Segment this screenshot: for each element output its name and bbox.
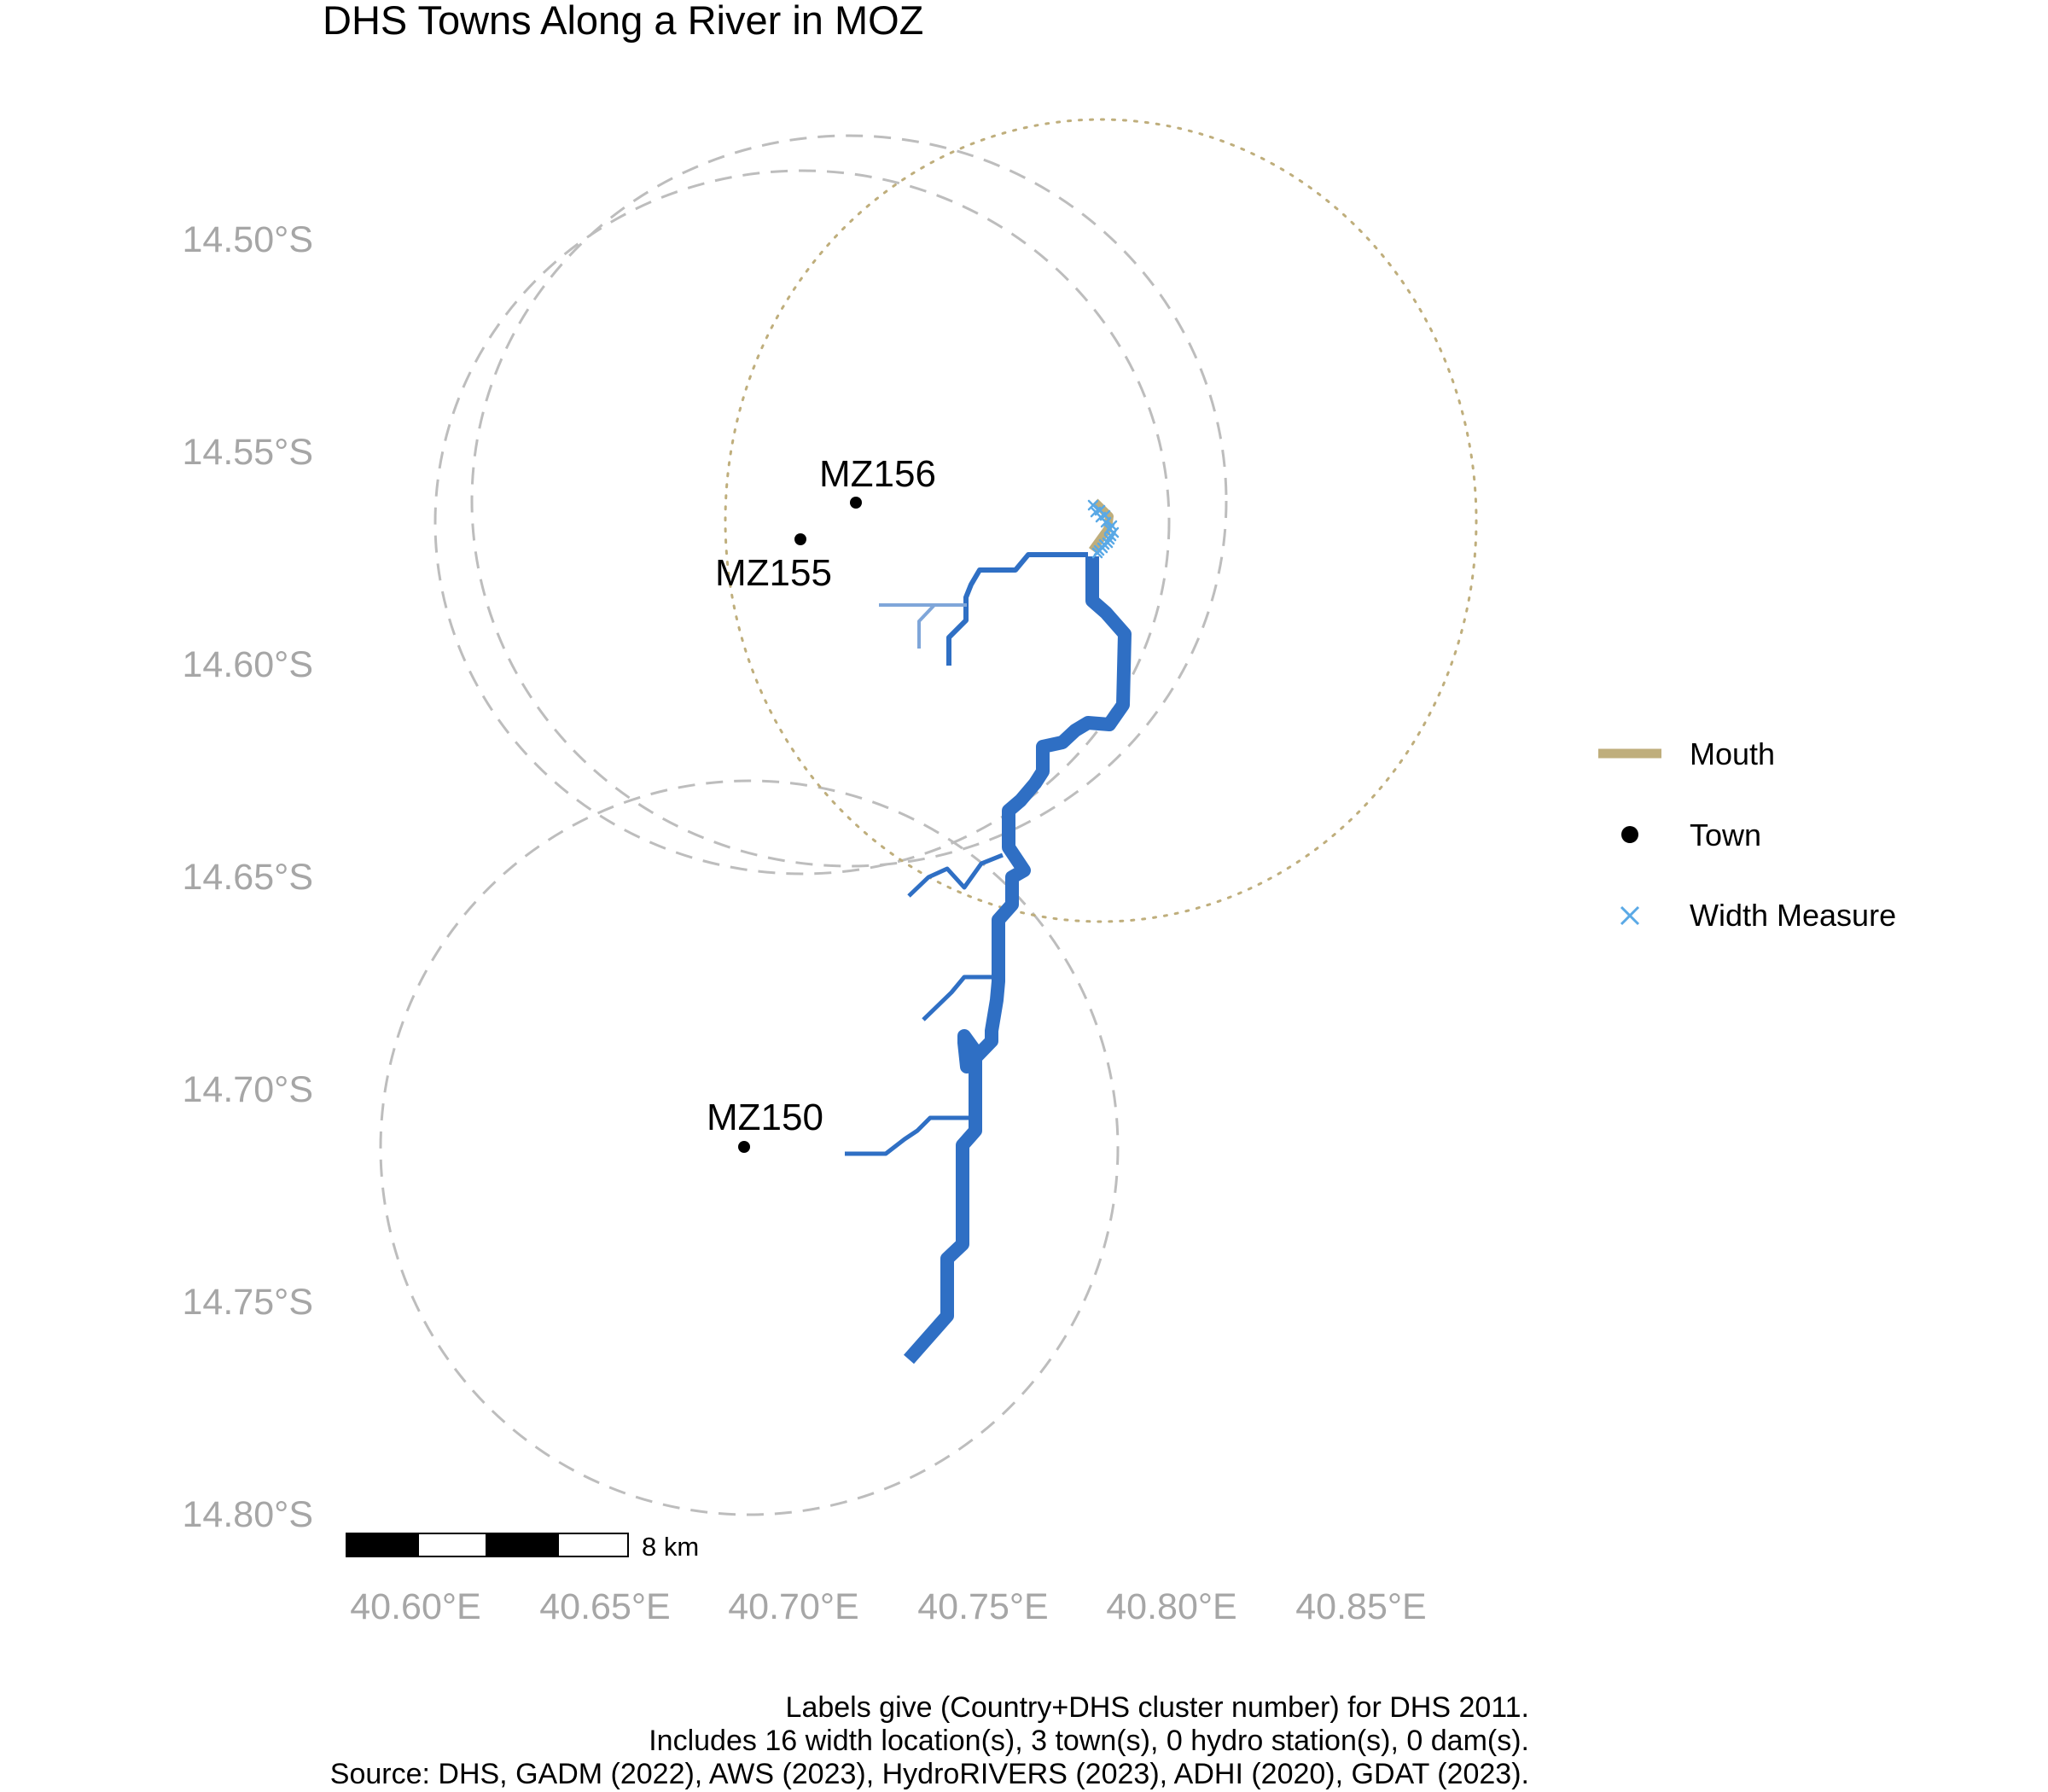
scale-bar-segment [417, 1533, 487, 1557]
legend-width-measure-label: Width Measure [1690, 898, 1896, 933]
buffer-circle-mz155 [433, 169, 1171, 876]
river-south-tributary [845, 1115, 975, 1156]
scale-bar-label: 8 km [642, 1532, 699, 1562]
legend: Mouth Town Width Measure [1598, 736, 1896, 933]
river-main-channel [904, 556, 1132, 1364]
buffer-circle-mz150 [379, 779, 1120, 1516]
scale-bar-segment [557, 1533, 629, 1557]
town-point-mz156 [850, 497, 862, 509]
legend-width-measure-swatch [1620, 905, 1640, 926]
caption-line: Labels give (Country+DHS cluster number)… [786, 1691, 1529, 1724]
mouth-buffer-circle [724, 118, 1478, 923]
town-point-mz155 [794, 533, 806, 545]
river-upper-tributary [946, 552, 1088, 666]
town-label-mz156: MZ156 [819, 453, 936, 495]
scale-bar: 8 km [346, 1532, 699, 1562]
width-measures [1087, 499, 1120, 559]
river-network [845, 552, 1132, 1364]
town-label-mz155: MZ155 [715, 552, 832, 594]
x-axis-labels: 40.60°E 40.65°E 40.70°E 40.75°E 40.80°E … [350, 1586, 1426, 1627]
y-tick-label: 14.75°S [183, 1282, 313, 1323]
y-tick-label: 14.55°S [183, 432, 313, 473]
width-measure-marker [1108, 527, 1120, 538]
width-measure-marker [1087, 499, 1099, 511]
width-measure-marker [1099, 509, 1111, 521]
y-tick-label: 14.60°S [183, 644, 313, 685]
legend-town-label: Town [1690, 817, 1761, 852]
town-label-mz150: MZ150 [707, 1097, 823, 1138]
y-tick-label: 14.65°S [183, 857, 313, 898]
x-tick-label: 40.65°E [539, 1586, 670, 1627]
y-tick-label: 14.70°S [183, 1069, 313, 1110]
x-tick-label: 40.85°E [1295, 1586, 1426, 1627]
x-tick-label: 40.60°E [350, 1586, 480, 1627]
width-measure-marker [1093, 544, 1105, 556]
caption-line: Source: DHS, GADM (2022), AWS (2023), Hy… [330, 1758, 1529, 1790]
towns: MZ156 MZ155 MZ150 [707, 453, 936, 1153]
buffer-circle-mz156 [470, 134, 1228, 868]
x-tick-label: 40.70°E [728, 1586, 858, 1627]
scale-bar-segment [346, 1533, 419, 1557]
legend-town-swatch [1621, 826, 1638, 843]
y-axis-labels: 14.50°S 14.55°S 14.60°S 14.65°S 14.70°S … [183, 219, 313, 1535]
x-tick-label: 40.75°E [917, 1586, 1048, 1627]
y-tick-label: 14.50°S [183, 219, 313, 260]
river-upper-minor-tributary [879, 603, 967, 649]
river-lower-tributary [922, 975, 1003, 1021]
legend-mouth-label: Mouth [1690, 736, 1775, 771]
map-title: DHS Towns Along a River in MOZ [323, 0, 923, 43]
town-point-mz150 [738, 1141, 750, 1153]
scale-bar-segment [486, 1533, 559, 1557]
y-tick-label: 14.80°S [183, 1494, 313, 1535]
river-middle-tributary [907, 852, 1004, 898]
caption-line: Includes 16 width location(s), 3 town(s)… [649, 1725, 1529, 1757]
x-tick-label: 40.80°E [1106, 1586, 1236, 1627]
caption: Labels give (Country+DHS cluster number)… [330, 1691, 1529, 1790]
buffer-circles [379, 118, 1478, 1516]
